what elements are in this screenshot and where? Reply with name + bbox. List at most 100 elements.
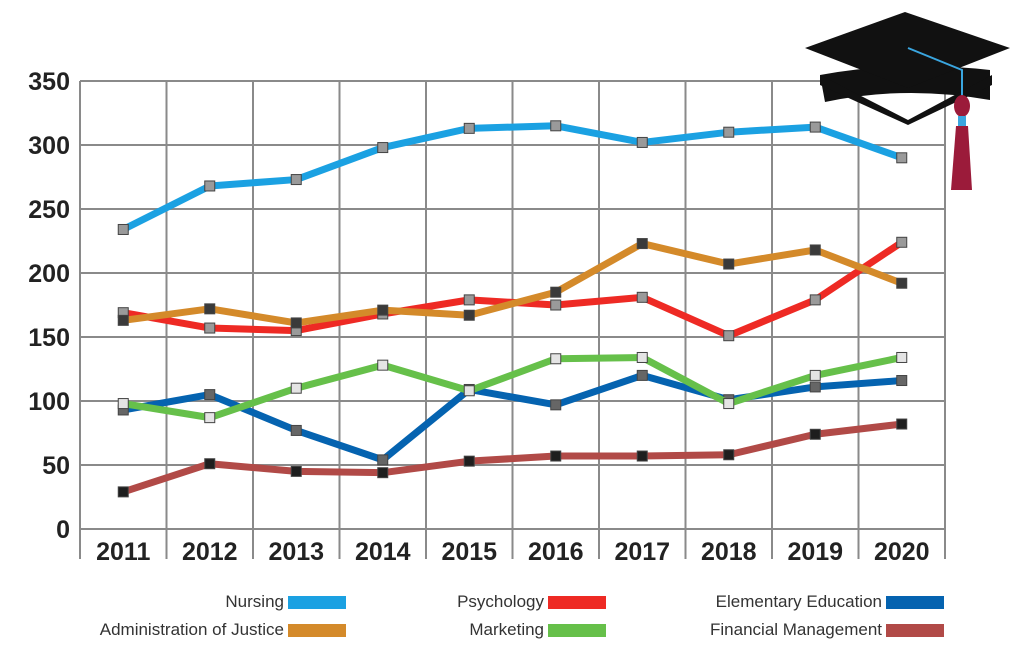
y-axis: 0 50 100 150 200 250 300 350 <box>28 68 70 544</box>
data-point <box>896 375 908 387</box>
data-point <box>290 174 302 186</box>
data-point <box>636 450 648 462</box>
data-point <box>377 142 389 154</box>
series-nursing <box>117 120 908 235</box>
data-point <box>896 236 908 248</box>
x-tick-label: 2016 <box>528 538 584 566</box>
data-point <box>204 389 216 401</box>
x-tick-label: 2020 <box>874 538 930 566</box>
grid <box>79 80 946 559</box>
data-point <box>723 330 735 342</box>
legend-label: Elementary Education <box>715 592 882 611</box>
x-tick-label: 2011 <box>96 538 150 566</box>
x-tick-label: 2012 <box>182 538 238 566</box>
data-point <box>896 277 908 289</box>
legend-label: Marketing <box>469 620 544 639</box>
legend-item: Administration of Justice <box>60 620 346 640</box>
data-point <box>377 454 389 466</box>
data-point <box>636 351 648 363</box>
series-line <box>122 353 903 422</box>
data-point <box>117 486 129 498</box>
data-point <box>636 238 648 250</box>
data-point <box>896 152 908 164</box>
x-tick-label: 2015 <box>441 538 497 566</box>
legend-item: Marketing <box>320 620 606 640</box>
legend-label: Administration of Justice <box>99 620 284 639</box>
data-point <box>204 412 216 424</box>
y-tick-label: 200 <box>28 260 70 288</box>
data-point <box>809 428 821 440</box>
data-point <box>290 465 302 477</box>
data-point <box>636 291 648 303</box>
y-tick-label: 150 <box>28 324 70 352</box>
data-point <box>290 424 302 436</box>
legend-swatch <box>548 595 606 609</box>
legend-swatch <box>288 595 346 609</box>
data-point <box>463 455 475 467</box>
data-point <box>809 369 821 381</box>
data-point <box>117 223 129 235</box>
legend-label: Psychology <box>457 592 544 611</box>
data-point <box>463 294 475 306</box>
x-tick-label: 2019 <box>787 538 843 566</box>
legend-item: Psychology <box>320 592 606 612</box>
series-line <box>122 371 903 464</box>
y-tick-label: 0 <box>56 516 70 544</box>
x-tick-label: 2017 <box>614 538 670 566</box>
data-point <box>463 385 475 397</box>
data-point <box>204 303 216 315</box>
legend-label: Financial Management <box>710 620 882 639</box>
data-point <box>377 359 389 371</box>
data-point <box>463 309 475 321</box>
y-tick-label: 300 <box>28 132 70 160</box>
x-tick-label: 2018 <box>701 538 757 566</box>
data-point <box>377 467 389 479</box>
series-line <box>122 240 904 327</box>
series-line <box>122 420 903 496</box>
graduation-cap-icon <box>805 12 1010 190</box>
y-tick-label: 350 <box>28 68 70 96</box>
data-point <box>896 351 908 363</box>
series-administration-of-justice <box>117 238 908 329</box>
x-axis: 2011 2012 2013 2014 2015 2016 2017 2018 2019 2020 <box>96 538 929 566</box>
data-point <box>723 449 735 461</box>
data-point <box>550 353 562 365</box>
y-tick-label: 50 <box>42 452 70 480</box>
data-point <box>290 317 302 329</box>
data-point <box>117 398 129 410</box>
y-tick-label: 100 <box>28 388 70 416</box>
legend-item: Nursing <box>60 592 346 612</box>
data-point <box>809 294 821 306</box>
data-point <box>204 322 216 334</box>
data-point <box>550 399 562 411</box>
series-marketing <box>117 351 908 424</box>
data-point <box>377 304 389 316</box>
legend-item: Financial Management <box>560 620 944 640</box>
data-point <box>809 121 821 133</box>
data-point <box>896 418 908 430</box>
data-point <box>204 458 216 470</box>
legend-swatch <box>288 623 346 637</box>
series-line <box>121 122 903 233</box>
legend-swatch <box>548 623 606 637</box>
series-financial-management <box>117 418 908 498</box>
data-point <box>463 122 475 134</box>
data-point <box>550 286 562 298</box>
data-point <box>723 258 735 270</box>
data-point <box>723 126 735 138</box>
data-point <box>290 382 302 394</box>
data-point <box>117 314 129 326</box>
data-point <box>636 136 648 148</box>
data-point <box>723 398 735 410</box>
data-point <box>550 120 562 132</box>
data-point <box>550 299 562 311</box>
legend-swatch <box>886 595 944 609</box>
legend-swatch <box>886 623 944 637</box>
legend-item: Elementary Education <box>560 592 944 612</box>
data-point <box>809 244 821 256</box>
data-point <box>809 381 821 393</box>
legend-label: Nursing <box>225 592 284 611</box>
series-lines <box>117 120 908 498</box>
